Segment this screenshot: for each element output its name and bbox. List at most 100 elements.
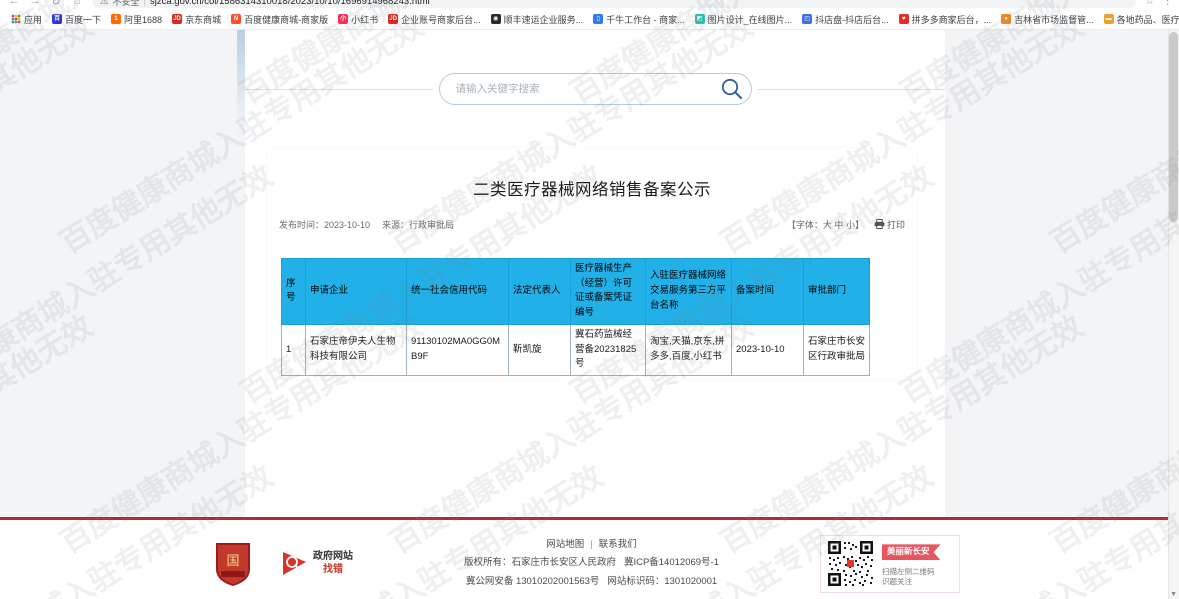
bookmark-item[interactable]: ● 吉林省市场监督管...: [996, 10, 1099, 28]
bookmark-label: 图片设计_在线图片...: [707, 14, 793, 25]
table-column-header: 备案时间: [731, 258, 804, 325]
bookmarks-bar: 应用百百度一下 1 阿里1688 JD 京东商城 N 百度健康商城-商家版小小红书 JD 企业账…: [0, 9, 1179, 30]
page-viewport: 二类医疗器械网络销售备案公示 发布时间：2023-10-10 来源：行政审批局 …: [0, 30, 1179, 599]
bookmark-item[interactable]: 1 阿里1688: [106, 10, 167, 28]
omnibox-actions: ☆ ⋮: [1145, 0, 1179, 7]
search-box[interactable]: [438, 73, 752, 105]
omnibox-row: ← → ↻ ⌂ ⚠ 不安全 | sjzca.gov.cn/col/1586314…: [0, 0, 1179, 8]
bookmark-label: 拼多多商家后台，...: [911, 14, 992, 25]
table-row: 1 石家庄帝伊夫人生物科技有限公司 91130102MA0GG0MB9F 靳凯旋 冀石药…: [281, 323, 870, 377]
xiaohongshu-icon: 小: [338, 14, 349, 24]
table-column-header: 申请企业: [305, 258, 407, 325]
footer-icp[interactable]: 冀ICP备14012069号-1: [623, 557, 719, 569]
svg-text:国: 国: [226, 553, 239, 568]
bookmark-label: 百度一下: [65, 14, 102, 25]
footer-divider: [0, 517, 1168, 520]
qr-hint-line2: 识题关注: [882, 577, 912, 587]
site-content: 二类医疗器械网络销售备案公示 发布时间：2023-10-10 来源：行政审批局 …: [0, 30, 1168, 599]
gov-website-report-badge[interactable]: 政府网站 找错: [282, 551, 353, 577]
forward-button[interactable]: →: [29, 0, 41, 7]
address-bar[interactable]: ⚠ 不安全 | sjzca.gov.cn/col/1586314310018/2…: [92, 0, 1137, 8]
browser-menu-icon[interactable]: ⋮: [1162, 0, 1174, 7]
warning-triangle-icon: ⚠: [100, 0, 109, 7]
publish-time: 发布时间：2023-10-10: [279, 219, 371, 230]
table-cell: 91130102MA0GG0MB9F: [406, 323, 509, 377]
table-header-row: 序号 申请企业 统一社会信用代码 法定代表人 医疗器械生产（经营）许可证或备案凭证编号入…: [281, 258, 870, 325]
font-size-small[interactable]: 小: [845, 219, 855, 230]
printer-icon: [874, 219, 885, 229]
bookmark-label: 吉林省市场监督管...: [1014, 14, 1094, 25]
table-cell: 淘宝,天猫,京东,拼多多,百度,小红书: [645, 323, 732, 377]
article-tools: 【字体：大 中 小】 打印: [787, 218, 905, 231]
font-size-control: 【字体：大 中 小】: [787, 218, 864, 231]
footer-copyright: 版权所有：石家庄市长安区人民政府: [464, 557, 617, 569]
footer-link-contact[interactable]: 联系我们: [598, 538, 637, 550]
table-column-header: 序号: [281, 258, 306, 325]
gov-badge-line2: 找错: [323, 563, 343, 575]
bookmark-label: 百度健康商城-商家版: [244, 14, 329, 25]
footer-link-sitemap[interactable]: 网站地图: [546, 538, 585, 550]
scroll-down-arrow[interactable]: ▼: [1170, 591, 1177, 598]
search-row: [245, 58, 945, 120]
font-size-medium[interactable]: 中: [834, 219, 844, 230]
table-column-header: 审批部门: [803, 258, 870, 325]
jilin-amr-icon: ●: [1001, 14, 1012, 24]
qr-code-icon: [826, 539, 875, 588]
table-column-header: 医疗器械生产（经营）许可证或备案凭证编号: [570, 258, 646, 325]
bookmark-item[interactable]: 百百度一下: [47, 10, 106, 28]
footer-links: 网站地图 | 联系我们: [363, 536, 820, 555]
bookmark-item[interactable]: ▬各地药品、医疗器...: [1099, 10, 1179, 28]
alibaba-icon: 1: [111, 14, 122, 24]
search-icon[interactable]: [719, 76, 745, 102]
table-cell: 石家庄帝伊夫人生物科技有限公司: [305, 323, 407, 377]
browser-chrome: ← → ↻ ⌂ ⚠ 不安全 | sjzca.gov.cn/col/1586314…: [0, 0, 1179, 30]
bookmark-item[interactable]: N 百度健康商城-商家版: [226, 10, 333, 28]
table-cell: 冀石药监械经营备20231825号: [570, 323, 646, 377]
bookmark-item[interactable]: JD 京东商城: [167, 10, 226, 28]
folder-icon: ▬: [1103, 14, 1114, 24]
back-button[interactable]: ←: [8, 0, 20, 7]
bookmark-label: 千牛工作台 - 商家...: [606, 14, 685, 25]
article-meta-left: 发布时间：2023-10-10 来源：行政审批局: [279, 218, 454, 231]
bookmark-item[interactable]: JD 企业账号商家后台...: [383, 10, 486, 28]
bookmark-item[interactable]: ▯ 千牛工作台 - 商家...: [588, 10, 690, 28]
bookmark-item[interactable]: ♥ 拼多多商家后台，...: [894, 10, 997, 28]
bookmark-label: 各地药品、医疗器...: [1116, 14, 1179, 25]
table-cell: 石家庄市长安区行政审批局: [803, 323, 870, 377]
bookmark-item[interactable]: ◉ 顺丰速运企业服务...: [486, 10, 589, 28]
bookmark-item[interactable]: ◰ 抖店盘-抖店后台...: [797, 10, 894, 28]
table-cell: 2023-10-10: [731, 323, 804, 377]
search-rule-right: [757, 88, 945, 90]
bookmark-item[interactable]: 应用: [6, 10, 47, 28]
bookmark-item[interactable]: ◩ 图片设计_在线图片...: [690, 10, 798, 28]
pinduoduo-icon: ♥: [898, 14, 909, 24]
scrollbar-thumb[interactable]: [1169, 32, 1178, 222]
home-button[interactable]: ⌂: [73, 0, 81, 7]
font-size-label-end: 】: [854, 219, 864, 230]
article-source: 来源：行政审批局: [382, 219, 455, 230]
footer-link-separator: |: [590, 538, 593, 550]
bookmark-star-icon[interactable]: ☆: [1145, 0, 1155, 7]
footer-site-id: 网站标识码：1301020001: [607, 575, 718, 587]
jd-icon: JD: [172, 14, 183, 24]
douyin-shop-icon: ◰: [802, 14, 813, 24]
print-button[interactable]: 打印: [874, 218, 905, 231]
table-column-header: 统一社会信用代码: [406, 258, 509, 325]
security-label: 不安全: [112, 0, 140, 7]
reload-button[interactable]: ↻: [51, 0, 61, 8]
page-scrollbar[interactable]: ▲ ▼: [1168, 30, 1179, 599]
bookmark-label: 企业账号商家后台...: [401, 14, 481, 25]
table-column-header: 法定代表人: [508, 258, 571, 325]
font-size-large[interactable]: 大: [822, 219, 832, 230]
bookmark-label: 应用: [24, 14, 43, 25]
page-title: 二类医疗器械网络销售备案公示: [473, 181, 711, 199]
national-emblem-icon: 国: [216, 542, 250, 586]
search-input[interactable]: [455, 83, 719, 95]
notice-table: 序号 申请企业 统一社会信用代码 法定代表人 医疗器械生产（经营）许可证或备案凭证编号入…: [281, 258, 870, 377]
table-cell: 靳凯旋: [508, 323, 571, 377]
omnibox-divider: |: [143, 0, 147, 7]
gov-badge-line1: 政府网站: [313, 551, 353, 562]
footer-police-record[interactable]: 冀公网安备 13010202001563号: [465, 575, 600, 587]
bookmark-item[interactable]: 小小红书: [333, 10, 383, 28]
bookmark-label: 顺丰速运企业服务...: [503, 14, 584, 25]
